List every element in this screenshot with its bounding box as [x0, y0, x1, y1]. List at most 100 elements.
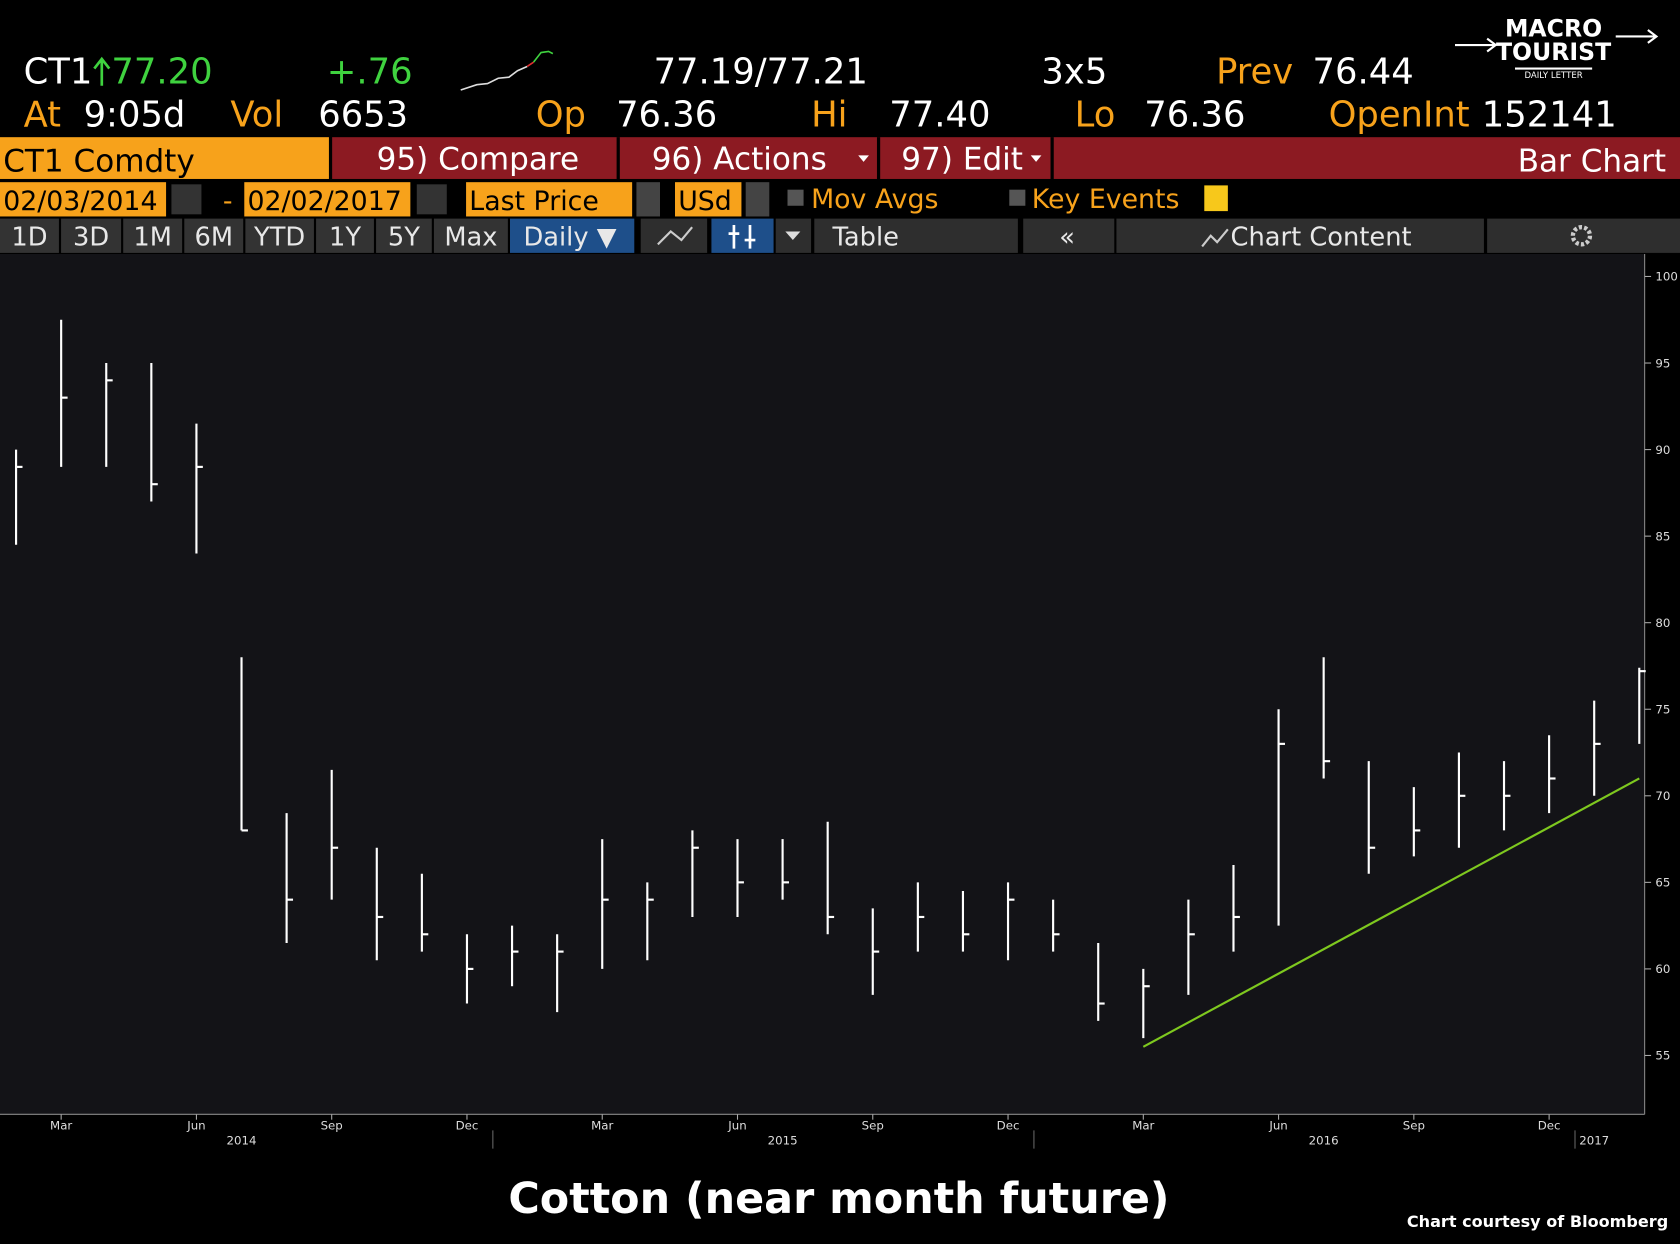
year-label: 2016 — [1309, 1133, 1339, 1147]
period-button-bg[interactable] — [376, 218, 432, 253]
y-tick-label: 60 — [1655, 962, 1670, 976]
chart-content-bg[interactable] — [1116, 218, 1484, 253]
bid-ask: 77.19/77.21 — [654, 52, 868, 93]
start-date-box[interactable] — [0, 182, 167, 217]
bar-icon — [728, 225, 756, 249]
compare-button[interactable]: 95) Compare — [377, 141, 579, 177]
open: 76.36 — [616, 94, 717, 135]
period-buttons: 1D 3D 1M 6M YTD 1Y 5Y Max — [0, 218, 508, 253]
x-tick-label: Sep — [1403, 1118, 1425, 1132]
period-button[interactable]: 1Y — [329, 222, 361, 252]
info-icon[interactable] — [1204, 185, 1228, 212]
y-tick-label: 100 — [1655, 270, 1677, 284]
year-label: 2017 — [1579, 1133, 1609, 1147]
ticker: CT1 — [24, 52, 93, 93]
high: 77.40 — [889, 94, 990, 135]
prev-label: Prev — [1216, 52, 1293, 93]
field[interactable]: Last Price — [469, 186, 599, 217]
collapse-button[interactable]: « — [1059, 222, 1075, 252]
currency-box[interactable] — [675, 182, 742, 217]
actions-button[interactable]: 96) Actions — [652, 141, 827, 177]
plot-area — [0, 253, 1645, 1115]
period-button[interactable]: YTD — [253, 222, 305, 252]
period-button-bg[interactable] — [123, 218, 183, 253]
mov-avgs-checkbox[interactable] — [787, 189, 804, 206]
period-button[interactable]: 1M — [133, 222, 172, 252]
security-box[interactable] — [0, 137, 329, 179]
last-price: 77.20 — [111, 52, 212, 93]
caption: Cotton (near month future) — [508, 1174, 1169, 1224]
settings-icon[interactable] — [1570, 225, 1593, 247]
start-date[interactable]: 02/03/2014 — [3, 186, 157, 217]
field-dropdown[interactable] — [636, 182, 660, 217]
field-box[interactable] — [466, 182, 633, 217]
x-tick-label: Dec — [456, 1118, 479, 1132]
x-tick-label: Jun — [1268, 1118, 1287, 1132]
logo-arrows — [1455, 29, 1659, 70]
period-button-bg[interactable] — [0, 218, 59, 253]
high-label: Hi — [811, 94, 847, 135]
x-tick-label: Dec — [1538, 1118, 1561, 1132]
end-date[interactable]: 02/02/2017 — [247, 186, 401, 217]
line-icon — [657, 226, 693, 246]
period-button[interactable]: 6M — [194, 222, 233, 252]
sparkline — [460, 65, 528, 91]
bar-icon-button[interactable] — [711, 218, 774, 253]
y-tick-label: 90 — [1655, 443, 1670, 457]
collapse-bg[interactable] — [1023, 218, 1115, 253]
key-events-checkbox[interactable] — [1009, 189, 1026, 206]
edit-button[interactable]: 97) Edit — [901, 141, 1023, 177]
x-tick-label: Jun — [727, 1118, 746, 1132]
frequency[interactable]: Daily ▼ — [524, 222, 617, 252]
period-button[interactable]: 1D — [11, 222, 47, 252]
chart-content-icon — [1201, 228, 1229, 248]
size: 3x5 — [1041, 52, 1107, 93]
security[interactable]: CT1 Comdty — [3, 143, 195, 179]
currency[interactable]: USd — [678, 186, 732, 217]
calendar-icon[interactable] — [171, 184, 202, 215]
chart-content-button[interactable]: Chart Content — [1231, 222, 1412, 252]
calendar-icon[interactable] — [416, 184, 447, 215]
period-button[interactable]: Max — [444, 222, 497, 252]
currency-dropdown[interactable] — [745, 182, 770, 217]
y-tick-label: 75 — [1655, 703, 1670, 717]
settings-bg[interactable] — [1487, 218, 1680, 253]
line-icon-button[interactable] — [640, 218, 708, 253]
year-separators — [492, 1130, 1576, 1149]
x-tick-label: Sep — [321, 1118, 343, 1132]
y-tick-label: 85 — [1655, 529, 1670, 543]
period-button-bg[interactable] — [316, 218, 374, 253]
y-tick-label: 65 — [1655, 876, 1670, 890]
x-tick-label: Mar — [50, 1118, 72, 1132]
logo-top: MACRO — [1505, 14, 1602, 42]
time: 9:05d — [84, 94, 186, 135]
year-label: 2015 — [768, 1133, 798, 1147]
prev: 76.44 — [1313, 52, 1414, 93]
key-events[interactable]: Key Events — [1032, 184, 1180, 215]
end-date-box[interactable] — [244, 182, 411, 217]
menu-separators — [616, 137, 1054, 179]
logo: MACRO TOURIST DAILY LETTER — [1455, 14, 1659, 81]
mov-avgs[interactable]: Mov Avgs — [811, 184, 938, 215]
logo-sub: DAILY LETTER — [1524, 71, 1582, 81]
up-arrow — [93, 56, 111, 86]
sparkline-green — [532, 50, 554, 63]
openint: 152141 — [1482, 94, 1617, 135]
period-button[interactable]: 5Y — [388, 222, 420, 252]
at-label: At — [24, 94, 62, 135]
period-button-bg[interactable] — [433, 218, 508, 253]
openint-label: OpenInt — [1329, 94, 1470, 135]
period-button-bg[interactable] — [61, 218, 122, 253]
table-button-bg[interactable] — [814, 218, 1018, 253]
year-label: 2014 — [227, 1133, 257, 1147]
frequency-box[interactable] — [510, 218, 635, 253]
dropdown-caret — [785, 231, 801, 241]
y-tick-label: 55 — [1655, 1049, 1670, 1063]
period-button[interactable]: 3D — [73, 222, 109, 252]
table-button[interactable]: Table — [831, 222, 898, 252]
period-button-bg[interactable] — [184, 218, 244, 253]
change: +.76 — [327, 52, 413, 93]
period-button-bg[interactable] — [245, 218, 314, 253]
low: 76.36 — [1144, 94, 1245, 135]
